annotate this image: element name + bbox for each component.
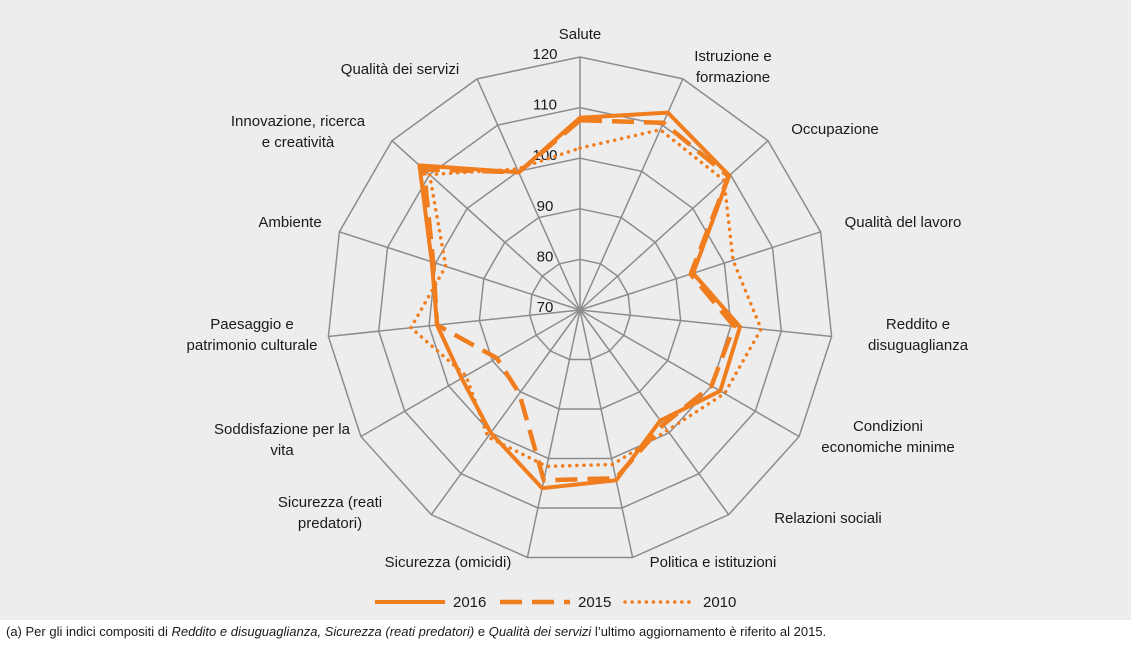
category-label: Politica e istituzioni [650, 554, 777, 571]
r-tick-label: 100 [532, 147, 557, 164]
spoke [360, 309, 581, 438]
grid-ring [478, 208, 682, 410]
note: (a) Per gli indici compositi di Reddito … [6, 624, 826, 639]
note-part: l’ultimo aggiornamento è riferito al 201… [591, 624, 826, 639]
grid-ring [327, 56, 833, 559]
category-label: Reddito e [886, 316, 950, 333]
category-label: Relazioni sociali [774, 510, 882, 527]
category-label: Istruzione e [694, 48, 772, 65]
category-label: economiche minime [821, 439, 954, 456]
spoke [579, 309, 832, 338]
category-label: Soddisfazione per la [214, 421, 351, 438]
category-label: Ambiente [258, 214, 321, 231]
note-part: Qualità dei servizi [489, 624, 593, 639]
category-label: vita [270, 442, 294, 459]
spoke [476, 78, 581, 311]
grid-ring [528, 258, 632, 361]
r-tick-label: 110 [533, 97, 557, 114]
spoke [579, 309, 730, 516]
spoke [339, 231, 581, 311]
spoke [526, 309, 581, 558]
category-label: formazione [696, 69, 770, 86]
category-label: Qualità del lavoro [845, 214, 962, 231]
chart-background [0, 0, 1131, 620]
spoke [579, 309, 634, 558]
r-tick-label: 80 [537, 248, 554, 265]
category-label: Condizioni [853, 418, 923, 435]
category-label: predatori) [298, 515, 362, 532]
note-part: e [474, 624, 488, 639]
r-tick-label: 120 [532, 46, 557, 63]
spoke [328, 309, 581, 338]
r-tick-label: 70 [537, 299, 554, 316]
spoke [579, 309, 800, 438]
spoke [579, 231, 821, 311]
category-label: Sicurezza (reati [278, 494, 382, 511]
category-label: Innovazione, ricerca [231, 113, 366, 130]
note-part: (a) Per gli indici compositi di [6, 624, 171, 639]
category-label: Paesaggio e [210, 316, 293, 333]
spoke [579, 140, 769, 311]
category-label: disuguaglianza [868, 337, 969, 354]
note-part: Reddito e disuguaglianza, Sicurezza (rea… [171, 624, 474, 639]
series-line [417, 110, 743, 491]
category-label: e creatività [262, 134, 335, 151]
category-label: patrimonio culturale [187, 337, 318, 354]
r-tick-label: 90 [537, 198, 554, 215]
legend-label: 2016 [453, 594, 486, 611]
spoke [579, 78, 684, 311]
grid-ring [377, 106, 783, 509]
legend-label: 2010 [703, 594, 736, 611]
category-label: Occupazione [791, 121, 879, 138]
legend-label: 2015 [578, 594, 611, 611]
category-label: Salute [559, 26, 602, 43]
spoke [430, 309, 581, 516]
category-label: Sicurezza (omicidi) [385, 554, 512, 571]
category-label: Qualità dei servizi [341, 61, 459, 78]
